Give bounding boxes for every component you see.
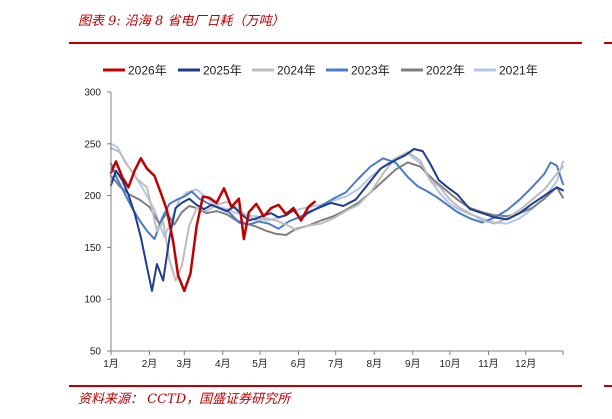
x-tick-label: 3月 bbox=[176, 358, 192, 370]
x-tick-label: 1月 bbox=[103, 358, 119, 370]
y-tick-label: 50 bbox=[90, 347, 102, 358]
x-tick-label: 6月 bbox=[291, 358, 307, 370]
x-tick-label: 12月 bbox=[515, 358, 536, 370]
x-tick-label: 8月 bbox=[366, 358, 382, 370]
y-tick-label: 100 bbox=[84, 295, 101, 306]
y-tick-label: 150 bbox=[84, 243, 101, 254]
legend-label: 2022年 bbox=[426, 64, 465, 78]
series-line-2024 bbox=[110, 146, 564, 282]
bottom-divider-tail bbox=[604, 385, 612, 387]
legend-label: 2026年 bbox=[128, 64, 167, 78]
x-tick-label: 9月 bbox=[405, 358, 421, 370]
y-tick-label: 300 bbox=[84, 88, 101, 99]
legend-label: 2025年 bbox=[203, 64, 242, 78]
top-divider-tail bbox=[604, 42, 612, 44]
series-line-2026 bbox=[109, 157, 316, 293]
x-tick-label: 11月 bbox=[478, 358, 498, 370]
x-tick-label: 2月 bbox=[142, 358, 158, 370]
figure-title: 图表 9: 沿海 8 省电厂日耗（万吨） bbox=[78, 14, 285, 29]
top-divider bbox=[69, 42, 582, 44]
series-line-2025 bbox=[110, 148, 564, 292]
legend-label: 2021年 bbox=[499, 64, 538, 78]
x-tick-label: 4月 bbox=[215, 358, 231, 370]
legend-label: 2023年 bbox=[351, 64, 390, 78]
source-note: 资料来源： CCTD，国盛证券研究所 bbox=[78, 392, 291, 407]
y-tick-label: 200 bbox=[84, 191, 101, 202]
x-tick-label: 10月 bbox=[439, 358, 460, 370]
bottom-divider bbox=[69, 385, 582, 387]
legend-label: 2024年 bbox=[277, 64, 316, 78]
x-tick-label: 5月 bbox=[252, 358, 268, 370]
x-tick-label: 7月 bbox=[328, 358, 344, 370]
y-tick-label: 250 bbox=[84, 139, 101, 150]
